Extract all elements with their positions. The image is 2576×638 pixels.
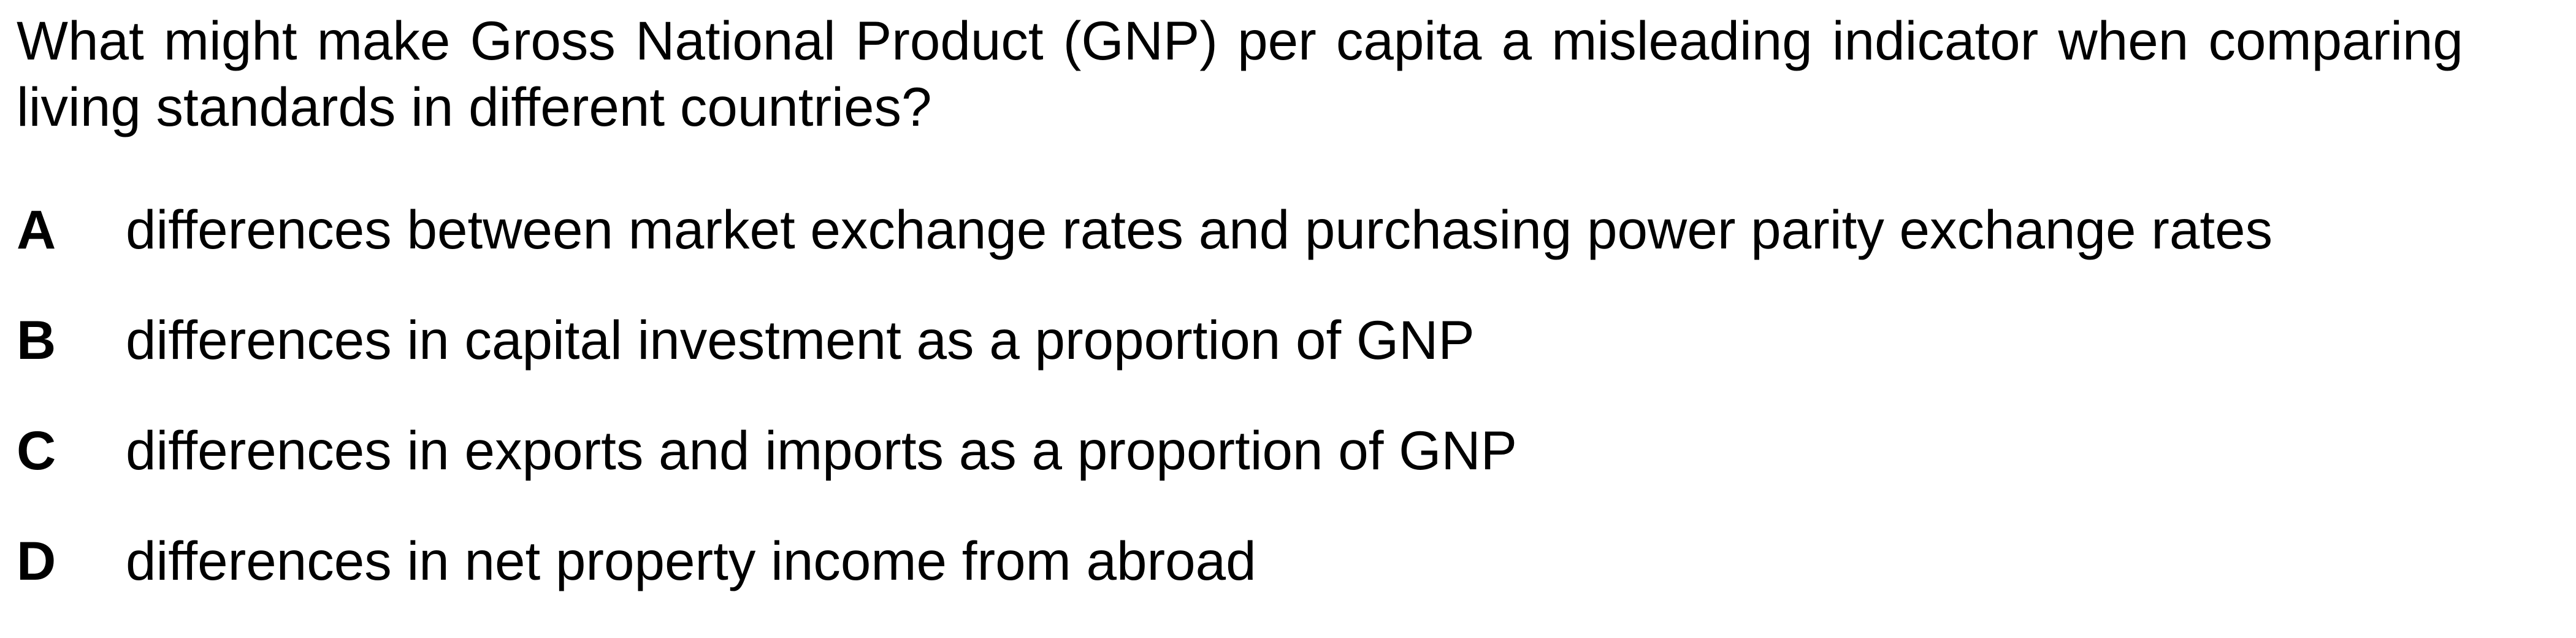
- option-text: differences in exports and imports as a …: [126, 420, 1518, 481]
- option-text: differences in net property income from …: [126, 530, 1256, 591]
- option-letter: D: [17, 530, 56, 591]
- option-a[interactable]: A differences between market exchange ra…: [17, 196, 2531, 307]
- option-letter: A: [17, 199, 56, 260]
- option-letter: C: [17, 420, 56, 481]
- option-b[interactable]: B differences in capital investment as a…: [17, 307, 2531, 417]
- option-text: differences between market exchange rate…: [126, 199, 2273, 260]
- option-text: differences in capital investment as a p…: [126, 309, 1475, 371]
- option-d[interactable]: D differences in net property income fro…: [17, 528, 2531, 638]
- question-text: What might make Gross National Product (…: [17, 10, 2463, 137]
- option-letter: B: [17, 309, 56, 371]
- answer-options: A differences between market exchange ra…: [17, 196, 2531, 638]
- option-c[interactable]: C differences in exports and imports as …: [17, 417, 2531, 528]
